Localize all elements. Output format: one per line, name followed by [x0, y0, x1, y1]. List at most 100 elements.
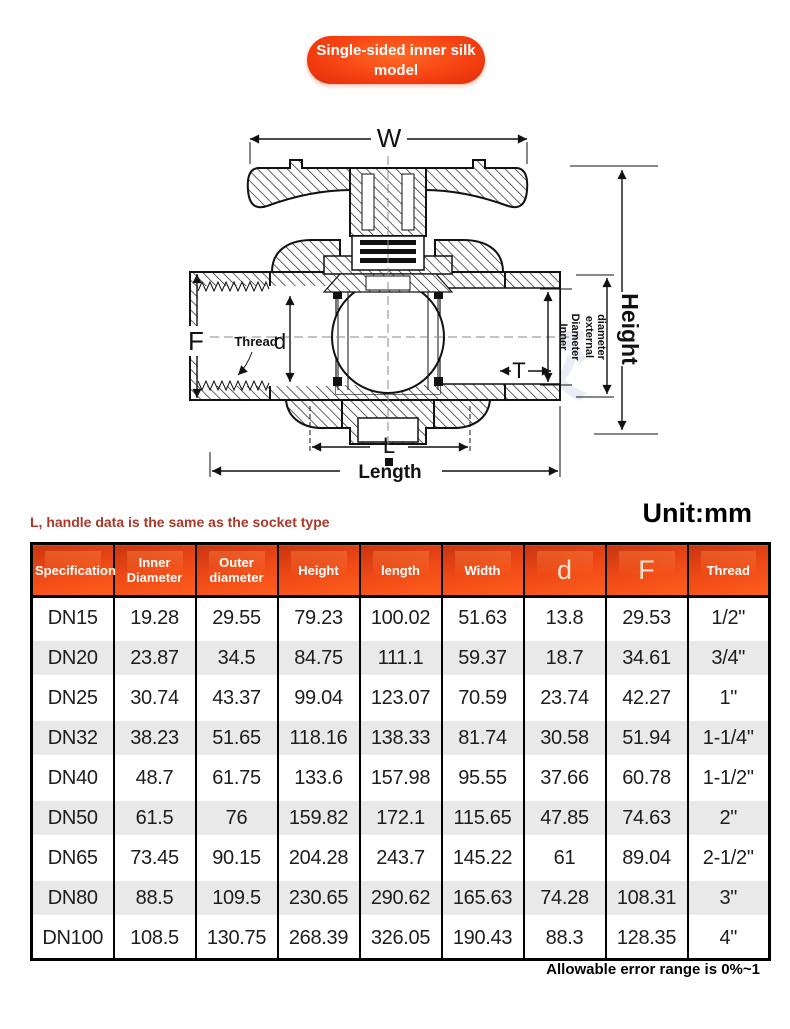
valve-cross-section-diagram: W Height F Thread d T Inner Diameter ext…	[182, 123, 658, 483]
value-cell: 74.63	[604, 798, 688, 838]
value-cell: 243.7	[358, 838, 442, 878]
value-cell: 4"	[686, 918, 770, 960]
dim-label-inner-diameter-1: Inner	[557, 324, 569, 352]
table-row-dn32: DN32 38.23 51.65 118.16 138.33 81.74 30.58 51.9…	[31, 718, 770, 758]
spec-table-header: Specification Inner Diameter Outer diamete…	[31, 543, 770, 598]
dim-label-l: L	[383, 433, 395, 458]
spec-table-body: DN15 19.28 29.55 79.23 100.02 51.63 13.8 29.53 1…	[31, 596, 770, 960]
table-row-dn25: DN25 30.74 43.37 99.04 123.07 70.59 23.74 42.27…	[31, 678, 770, 718]
value-cell: 23.87	[112, 638, 196, 678]
dim-label-height: Height	[617, 293, 643, 365]
column-header-width: Width	[440, 543, 524, 598]
value-cell: 73.45	[112, 838, 196, 878]
value-cell: 130.75	[194, 918, 278, 960]
value-cell: 61.75	[194, 758, 278, 798]
value-cell: 230.65	[276, 878, 360, 918]
value-cell: 13.8	[522, 596, 606, 638]
spec-cell: DN15	[31, 596, 114, 638]
column-header-inner-diameter: Inner Diameter	[112, 543, 196, 598]
column-header-length: length	[358, 543, 442, 598]
spec-cell: DN20	[31, 638, 114, 678]
column-header-thread: Thread	[686, 543, 770, 598]
value-cell: 30.74	[112, 678, 196, 718]
value-cell: 115.65	[440, 798, 524, 838]
tolerance-note: Allowable error range is 0%~1	[546, 961, 760, 978]
value-cell: 108.5	[112, 918, 196, 960]
handle-note: L, handle data is the same as the socket…	[30, 514, 330, 530]
model-badge-line1: Single-sided inner silk	[316, 42, 476, 59]
value-cell: 190.43	[440, 918, 524, 960]
column-header-specification: Specification	[31, 543, 116, 598]
value-cell: 74.28	[522, 878, 606, 918]
value-cell: 43.37	[194, 678, 278, 718]
value-cell: 81.74	[440, 718, 524, 758]
value-cell: 172.1	[358, 798, 442, 838]
unit-label: Unit:mm	[642, 498, 753, 528]
value-cell: 89.04	[604, 838, 688, 878]
value-cell: 18.7	[522, 638, 606, 678]
value-cell: 88.5	[112, 878, 196, 918]
value-cell: 1/2"	[686, 596, 770, 638]
dim-label-w: W	[377, 123, 402, 153]
value-cell: 204.28	[276, 838, 360, 878]
value-cell: 37.66	[522, 758, 606, 798]
value-cell: 99.04	[276, 678, 360, 718]
dim-label-external-diameter-2: diameter	[595, 314, 607, 361]
dim-label-length: Length	[358, 462, 421, 483]
table-row-dn80: DN80 88.5 109.5 230.65 290.62 165.63 74.28 108.…	[31, 878, 770, 918]
table-row-dn20: DN20 23.87 34.5 84.75 111.1 59.37 18.7 34.61 3/4…	[31, 638, 770, 678]
value-cell: 61.5	[112, 798, 196, 838]
value-cell: 290.62	[358, 878, 442, 918]
value-cell: 29.55	[194, 596, 278, 638]
model-badge: Single-sided inner silk model	[307, 36, 485, 84]
dimension-spec-table: Specification Inner Diameter Outer diamete…	[30, 542, 771, 961]
valve-body-drawing	[182, 156, 578, 452]
spec-cell: DN100	[31, 918, 114, 960]
value-cell: 38.23	[112, 718, 196, 758]
value-cell: 42.27	[604, 678, 688, 718]
dim-label-inner-diameter-2: Diameter	[569, 313, 581, 361]
value-cell: 34.5	[194, 638, 278, 678]
table-row-dn50: DN50 61.5 76 159.82 172.1 115.65 47.85 74.63 2"	[31, 798, 770, 838]
value-cell: 19.28	[112, 596, 196, 638]
value-cell: 157.98	[358, 758, 442, 798]
value-cell: 29.53	[604, 596, 688, 638]
value-cell: 61	[522, 838, 606, 878]
table-row-dn65: DN65 73.45 90.15 204.28 243.7 145.22 61 89.04 2-…	[31, 838, 770, 878]
value-cell: 118.16	[276, 718, 360, 758]
spec-cell: DN80	[31, 878, 114, 918]
header-row: Specification Inner Diameter Outer diamete…	[31, 543, 770, 598]
model-badge-line2: model	[373, 61, 419, 79]
value-cell: 123.07	[358, 678, 442, 718]
value-cell: 2-1/2"	[686, 838, 770, 878]
value-cell: 145.22	[440, 838, 524, 878]
value-cell: 59.37	[440, 638, 524, 678]
dim-label-external-diameter-1: external	[583, 316, 595, 358]
value-cell: 90.15	[194, 838, 278, 878]
value-cell: 159.82	[276, 798, 360, 838]
value-cell: 60.78	[604, 758, 688, 798]
value-cell: 133.6	[276, 758, 360, 798]
value-cell: 128.35	[604, 918, 688, 960]
value-cell: 30.58	[522, 718, 606, 758]
table-row-dn15: DN15 19.28 29.55 79.23 100.02 51.63 13.8 29.53 1…	[31, 596, 770, 638]
dim-label-thread: Thread	[234, 334, 277, 349]
value-cell: 1"	[686, 678, 770, 718]
value-cell: 1-1/4"	[686, 718, 770, 758]
value-cell: 47.85	[522, 798, 606, 838]
value-cell: 165.63	[440, 878, 524, 918]
column-header-height: Height	[276, 543, 360, 598]
dim-label-d: d	[274, 329, 286, 354]
table-row-dn40: DN40 48.7 61.75 133.6 157.98 95.55 37.66 60.78 1…	[31, 758, 770, 798]
value-cell: 2"	[686, 798, 770, 838]
value-cell: 48.7	[112, 758, 196, 798]
value-cell: 51.94	[604, 718, 688, 758]
value-cell: 109.5	[194, 878, 278, 918]
value-cell: 3/4"	[686, 638, 770, 678]
column-header-outer-diameter: Outer diameter	[194, 543, 278, 598]
column-header-d: d	[522, 543, 606, 598]
value-cell: 51.65	[194, 718, 278, 758]
value-cell: 76	[194, 798, 278, 838]
dimension-annotations: W Height F Thread d T Inner Diameter ext…	[182, 123, 658, 483]
